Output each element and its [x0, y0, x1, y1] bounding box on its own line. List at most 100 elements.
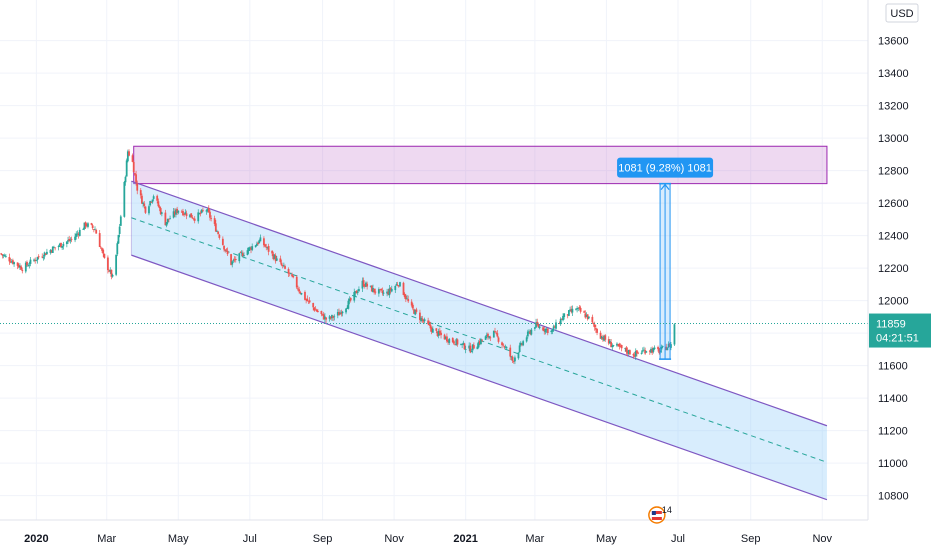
- candle-body: [279, 258, 282, 262]
- candle: [76, 230, 79, 237]
- candle-body: [322, 314, 325, 320]
- candle: [67, 236, 69, 244]
- candle-body: [484, 336, 487, 340]
- price-tick-label: 10800: [878, 491, 909, 503]
- candle: [339, 310, 342, 315]
- candle-body: [92, 229, 95, 230]
- candle-body: [190, 213, 193, 218]
- price-tick-label: 11000: [878, 458, 908, 470]
- candle-body: [551, 329, 554, 332]
- event-flag-icon[interactable]: 14: [648, 505, 672, 524]
- candle: [637, 351, 639, 355]
- candle-body: [320, 311, 323, 315]
- candle-body: [274, 255, 277, 262]
- candle-body: [62, 243, 65, 247]
- price-axis[interactable]: 1080011000112001140011600118001200012200…: [867, 0, 931, 520]
- candle-body: [316, 311, 319, 313]
- candle-body: [152, 196, 155, 199]
- candle: [429, 321, 432, 332]
- candle-body: [599, 332, 602, 339]
- candle-body: [461, 343, 464, 345]
- candle: [27, 262, 30, 267]
- candle-body: [264, 244, 266, 247]
- candle: [74, 233, 76, 243]
- candle-body: [266, 247, 269, 248]
- candle-body: [315, 309, 318, 312]
- candle: [477, 340, 480, 349]
- candle: [633, 352, 636, 357]
- candle-body: [141, 195, 143, 204]
- candle: [284, 264, 286, 270]
- measure-layer[interactable]: 1081 (9.28%) 1081: [617, 157, 714, 360]
- candle: [660, 344, 663, 353]
- candle-body: [54, 247, 57, 249]
- candle: [107, 255, 109, 274]
- candle-body: [115, 254, 118, 275]
- candle-body: [207, 207, 210, 213]
- candle: [329, 316, 332, 320]
- candle: [345, 308, 347, 315]
- candle: [322, 311, 325, 320]
- candle: [453, 339, 455, 346]
- candle-body: [543, 329, 546, 332]
- candle-body: [472, 345, 475, 349]
- candle-body: [559, 318, 562, 325]
- candle-body: [313, 307, 316, 311]
- candle-body: [648, 350, 651, 352]
- candle: [471, 344, 474, 354]
- candle: [44, 253, 47, 256]
- currency-box[interactable]: [885, 3, 919, 23]
- candle-body: [10, 261, 13, 263]
- candle: [315, 308, 318, 312]
- candle-body: [37, 256, 40, 258]
- candle: [166, 218, 169, 225]
- last-price-badge: [869, 313, 931, 348]
- resistance-zone: [133, 145, 828, 185]
- candle: [234, 256, 237, 263]
- candle-body: [125, 160, 128, 177]
- candle: [68, 235, 71, 243]
- candle: [454, 344, 457, 346]
- candle: [366, 281, 369, 290]
- candle: [559, 317, 562, 326]
- candle: [103, 253, 106, 259]
- candle: [495, 331, 498, 335]
- time-tick-label: Nov: [384, 533, 404, 545]
- candle-body: [610, 342, 613, 348]
- candle: [470, 348, 473, 353]
- time-axis[interactable]: 2020 Mar May Jul Sep Nov 2021 Mar May Jul Sep Nov: [0, 519, 868, 545]
- candle: [217, 230, 220, 235]
- candle: [496, 330, 499, 338]
- candle: [42, 254, 45, 261]
- candle-body: [4, 255, 7, 257]
- candle-body: [305, 299, 308, 301]
- candle-body: [329, 317, 332, 319]
- candle-body: [546, 328, 549, 333]
- candle: [341, 310, 344, 317]
- candle-body: [583, 311, 586, 313]
- price-tick-label: 11400: [878, 393, 908, 405]
- candle-body: [180, 211, 183, 213]
- candle-body: [446, 336, 448, 342]
- candle: [657, 345, 659, 352]
- candle-body: [143, 203, 146, 206]
- candle-body: [448, 338, 451, 343]
- candle-body: [591, 316, 594, 323]
- candle: [191, 215, 194, 219]
- candle: [295, 275, 298, 290]
- time-tick-label: May: [596, 533, 617, 545]
- candle-body: [509, 347, 512, 357]
- candle: [365, 281, 367, 288]
- candle-body: [440, 332, 442, 336]
- candle-body: [75, 233, 78, 237]
- currency-label[interactable]: USD: [890, 8, 913, 20]
- candle: [101, 247, 103, 254]
- candle-body: [214, 223, 217, 232]
- candle-body: [281, 265, 284, 266]
- candle-body: [239, 252, 242, 254]
- candle: [247, 247, 250, 254]
- candle-body: [555, 322, 557, 329]
- time-tick-label: Sep: [741, 533, 761, 545]
